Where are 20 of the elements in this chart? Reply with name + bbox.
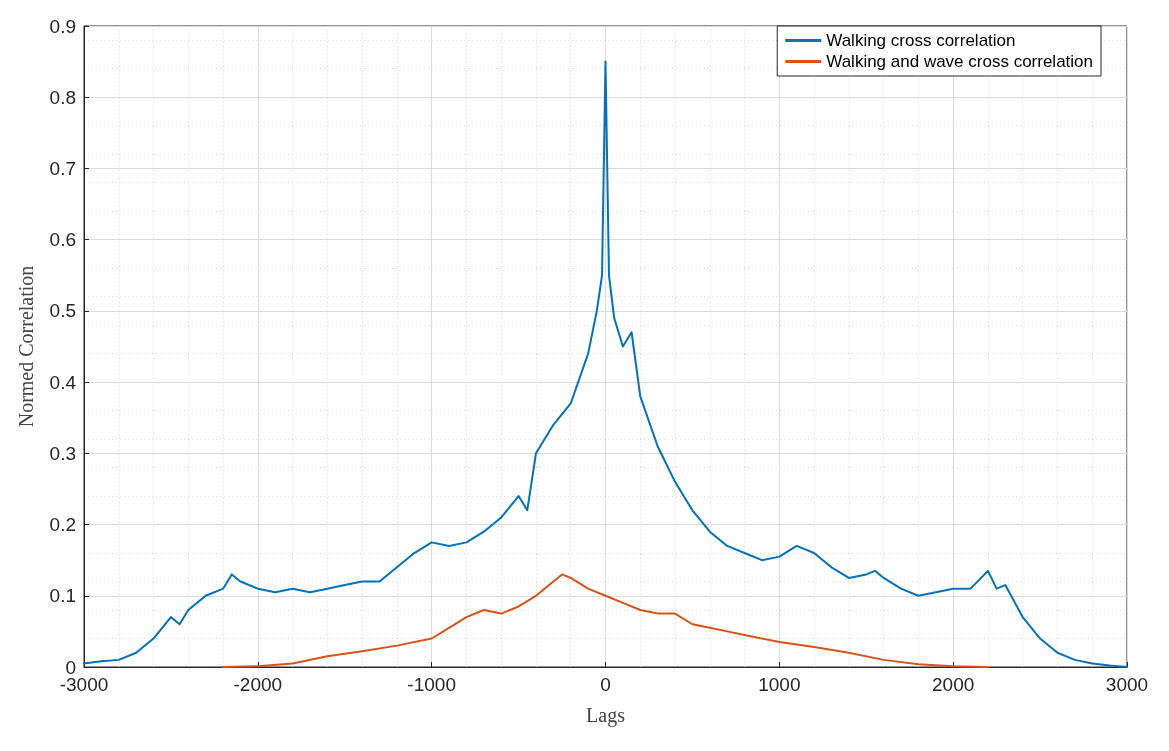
x-axis-title: Lags (586, 704, 626, 727)
legend-label: Walking and wave cross correlation (826, 52, 1093, 71)
y-tick-label: 0.5 (49, 300, 76, 322)
x-tick-label: 0 (600, 674, 611, 695)
y-tick-label: 0.1 (49, 585, 76, 607)
x-tick-label: -2000 (233, 674, 283, 695)
line-series (222, 573, 989, 668)
y-tick-label: 0.6 (49, 229, 76, 251)
y-tick-label: 0.2 (49, 514, 76, 536)
x-tick-label: 2000 (932, 674, 975, 695)
x-tick-label: 1000 (758, 674, 801, 695)
y-axis-title: Normed Correlation (15, 265, 37, 428)
y-tick-label: 0.7 (49, 157, 76, 179)
legend-label: Walking cross correlation (826, 31, 1016, 50)
x-tick-label: 3000 (1105, 674, 1149, 695)
y-tick-label: 0.4 (49, 371, 77, 393)
y-tick-label: 0.8 (49, 86, 76, 108)
y-tick-label: 0.3 (49, 442, 76, 464)
y-tick-label: 0.9 (49, 15, 76, 37)
x-tick-label: -1000 (407, 674, 456, 695)
